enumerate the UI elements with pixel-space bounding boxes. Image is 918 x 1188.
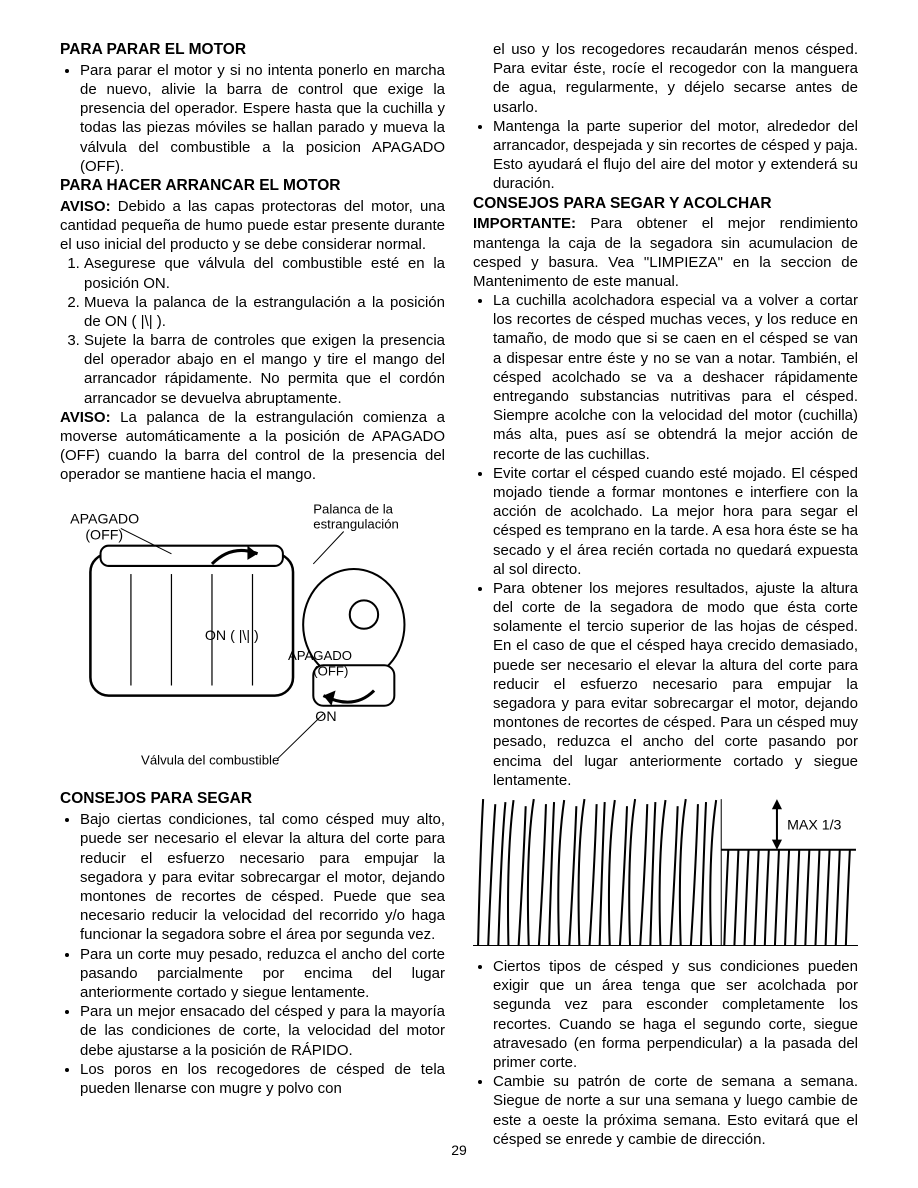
label-palanca: Palanca de la [313, 501, 393, 516]
list-item: Asegurese que válvula del combustible es… [84, 254, 445, 292]
list-item: Sujete la barra de controles que exigen … [84, 331, 445, 408]
tips-acolchar: La cuchilla acolchadora especial va a vo… [473, 291, 858, 790]
list-item: Ciertos tipos de césped y sus condicione… [493, 957, 858, 1072]
right-column: el uso y los recogedores recaudarán meno… [473, 40, 858, 1149]
list-item: Evite cortar el césped cuando esté mojad… [493, 464, 858, 579]
label-estrang: estrangulación [313, 516, 399, 531]
list-item: Para un corte muy pesado, reduzca el anc… [80, 945, 445, 1003]
list-item: Para un mejor ensacado del césped y para… [80, 1002, 445, 1060]
list-item: La cuchilla acolchadora especial va a vo… [493, 291, 858, 464]
start-steps: Asegurese que válvula del combustible es… [60, 254, 445, 408]
aviso-text: Debido a las capas protectoras del motor… [60, 198, 445, 253]
label-apagado2: APAGADO [288, 648, 352, 663]
label-on: ON ( |\| ) [205, 627, 259, 643]
aviso-1: AVISO: Debido a las capas protectoras de… [60, 197, 445, 255]
label-apagado: APAGADO [70, 511, 139, 527]
grass-figure: MAX 1/3 [473, 794, 858, 951]
label-valvula: Válvula del combustible [141, 752, 279, 767]
label-on2: ON [315, 709, 336, 725]
left-column: PARA PARAR EL MOTOR Para parar el motor … [60, 40, 445, 1149]
tips-segar: Bajo ciertas condiciones, tal como céspe… [60, 810, 445, 1098]
label-off: (OFF) [85, 527, 123, 543]
page-number: 29 [451, 1142, 467, 1160]
engine-svg: APAGADO (OFF) Palanca de la estrangulaci… [60, 493, 445, 777]
list-cont: Mantenga la parte superior del motor, al… [473, 117, 858, 194]
continuation-1: el uso y los recogedores recaudarán meno… [473, 40, 858, 117]
heading-arrancar-motor: PARA HACER ARRANCAR EL MOTOR [60, 176, 445, 196]
importante-para: IMPORTANTE: Para obtener el mejor rendim… [473, 214, 858, 291]
aviso-text: La palanca de la estrangulación comienza… [60, 409, 445, 484]
grass-max-label: MAX 1/3 [787, 817, 841, 833]
list-item: Mueva la palanca de la estrangulación a … [84, 293, 445, 331]
page-content: PARA PARAR EL MOTOR Para parar el motor … [60, 40, 858, 1149]
heading-acolchar: CONSEJOS PARA SEGAR Y ACOLCHAR [473, 194, 858, 214]
engine-figure: APAGADO (OFF) Palanca de la estrangulaci… [60, 493, 445, 782]
list-item: Cambie su patrón de corte de semana a se… [493, 1072, 858, 1149]
aviso-label: AVISO: [60, 409, 111, 426]
list-item: Mantenga la parte superior del motor, al… [493, 117, 858, 194]
list-parar: Para parar el motor y si no intenta pone… [60, 61, 445, 176]
list-item: Los poros en los recogedores de césped d… [80, 1060, 445, 1098]
importante-label: IMPORTANTE: [473, 215, 576, 232]
label-off2: (OFF) [313, 663, 348, 678]
aviso-2: AVISO: La palanca de la estrangulación c… [60, 408, 445, 485]
heading-parar-motor: PARA PARAR EL MOTOR [60, 40, 445, 60]
list-item: Para parar el motor y si no intenta pone… [80, 61, 445, 176]
heading-consejos-segar: CONSEJOS PARA SEGAR [60, 789, 445, 809]
list-item: Bajo ciertas condiciones, tal como céspe… [80, 810, 445, 944]
aviso-label: AVISO: [60, 198, 111, 215]
tips-acolchar-2: Ciertos tipos de césped y sus condicione… [473, 957, 858, 1149]
grass-svg: MAX 1/3 [473, 794, 858, 946]
list-item: Para obtener los mejores resultados, aju… [493, 579, 858, 790]
